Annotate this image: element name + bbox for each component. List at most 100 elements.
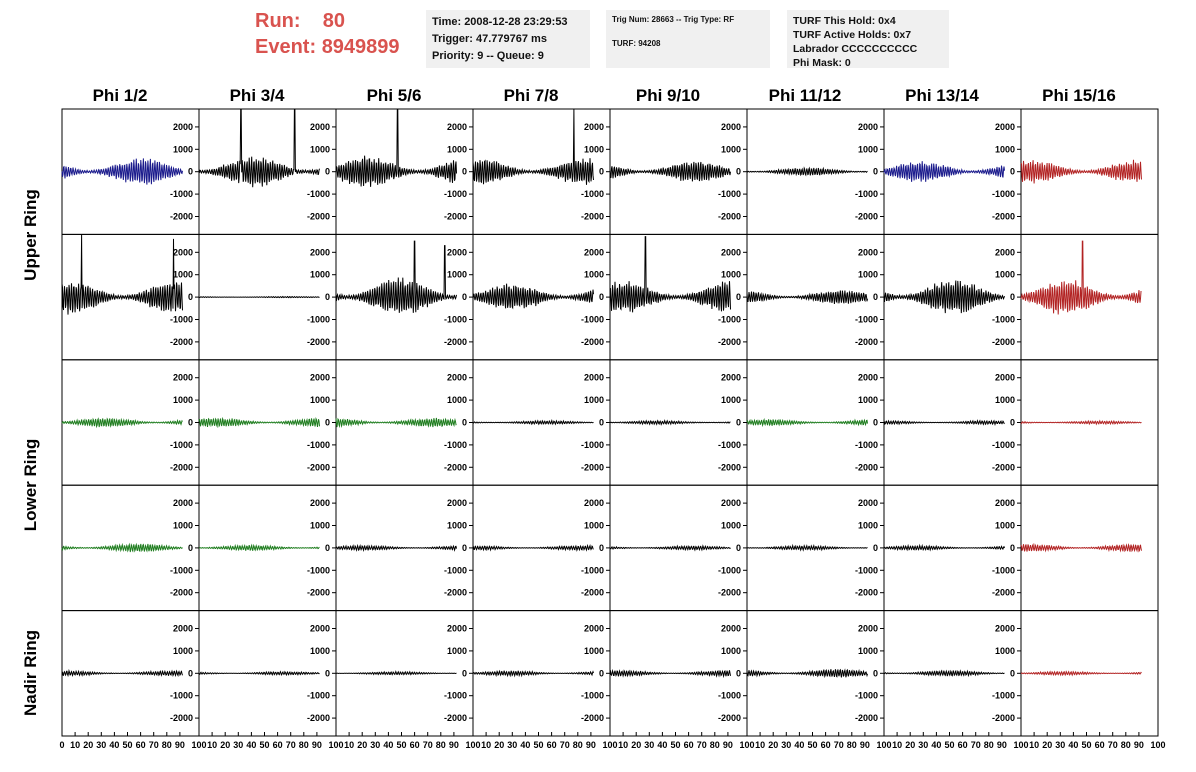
y-tick-label: 0 (188, 668, 193, 678)
x-tick-label: 60 (958, 740, 968, 750)
x-tick-label: 20 (494, 740, 504, 750)
y-tick-label: 0 (325, 668, 330, 678)
x-tick-label: 100 (876, 740, 891, 750)
x-tick-label: 60 (136, 740, 146, 750)
y-tick-label: 0 (873, 167, 878, 177)
x-tick-label: 30 (507, 740, 517, 750)
y-tick-label: -2000 (170, 713, 193, 723)
x-tick-label: 10 (1029, 740, 1039, 750)
phi-header-1: Phi 1/2 (92, 86, 148, 105)
y-tick-label: -2000 (444, 211, 467, 221)
y-tick-label: 0 (736, 418, 741, 428)
trig-num-text: Trig Num: 28663 -- Trig Type: RF (612, 15, 735, 24)
y-tick-label: 1000 (858, 144, 878, 154)
turf-info-box: TURF This Hold: 0x4 TURF Active Holds: 0… (787, 10, 949, 69)
y-tick-label: 1000 (721, 144, 741, 154)
x-tick-label: 20 (83, 740, 93, 750)
y-tick-label: -1000 (170, 189, 193, 199)
y-tick-label: 1000 (310, 270, 330, 280)
y-tick-label: 1000 (447, 521, 467, 531)
y-tick-label: 2000 (584, 122, 604, 132)
y-tick-label: 1000 (584, 646, 604, 656)
phi-header-3: Phi 5/6 (366, 86, 422, 105)
run-label: Run: (255, 10, 301, 32)
x-tick-label: 50 (1081, 740, 1091, 750)
x-tick-label: 100 (465, 740, 480, 750)
waveform-trace (1020, 419, 1142, 426)
y-tick-label: -1000 (718, 565, 741, 575)
waveform-trace (198, 670, 320, 677)
phi-header-5: Phi 9/10 (635, 86, 701, 105)
y-tick-label: -1000 (307, 314, 330, 324)
x-tick-label: 80 (573, 740, 583, 750)
y-tick-label: -1000 (718, 440, 741, 450)
waveform-trace (61, 542, 183, 553)
phi-header-2: Phi 3/4 (229, 86, 285, 105)
y-tick-label: 1000 (173, 395, 193, 405)
run-event-info: Run: 80 Event: 8949899 (255, 8, 400, 60)
y-tick-label: 2000 (995, 624, 1015, 634)
y-tick-label: -2000 (718, 713, 741, 723)
x-tick-label: 20 (905, 740, 915, 750)
y-tick-label: -2000 (170, 337, 193, 347)
waveform-trace (335, 240, 457, 313)
y-tick-label: 1000 (858, 270, 878, 280)
y-tick-label: 2000 (447, 498, 467, 508)
y-tick-label: -1000 (170, 314, 193, 324)
waveform-trace (746, 290, 868, 304)
y-tick-label: 0 (1010, 167, 1015, 177)
x-tick-label: 80 (984, 740, 994, 750)
x-tick-label: 20 (357, 740, 367, 750)
y-tick-label: 0 (736, 167, 741, 177)
y-tick-label: 2000 (858, 498, 878, 508)
y-tick-label: -1000 (170, 440, 193, 450)
x-tick-label: 10 (892, 740, 902, 750)
y-tick-label: -2000 (170, 588, 193, 598)
y-tick-label: 0 (1010, 668, 1015, 678)
y-tick-label: -1000 (718, 189, 741, 199)
y-tick-label: -2000 (992, 588, 1015, 598)
y-tick-label: -2000 (718, 462, 741, 472)
y-tick-label: 0 (462, 418, 467, 428)
x-tick-label: 80 (436, 740, 446, 750)
y-tick-label: 1000 (995, 646, 1015, 656)
y-tick-label: 0 (599, 418, 604, 428)
waveform-trace (472, 283, 594, 310)
y-tick-label: 0 (873, 292, 878, 302)
y-tick-label: 2000 (995, 122, 1015, 132)
y-tick-label: -2000 (307, 462, 330, 472)
waveform-trace (746, 668, 868, 679)
y-tick-label: -1000 (718, 314, 741, 324)
y-tick-label: -1000 (992, 440, 1015, 450)
priority-text: Priority: 9 -- Queue: 9 (432, 50, 544, 62)
y-tick-label: 0 (188, 543, 193, 553)
x-tick-label: 60 (410, 740, 420, 750)
y-tick-label: -1000 (581, 440, 604, 450)
y-tick-label: -1000 (718, 691, 741, 701)
y-tick-label: -2000 (855, 462, 878, 472)
x-tick-label: 50 (396, 740, 406, 750)
x-tick-label: 100 (328, 740, 343, 750)
y-tick-label: -1000 (581, 314, 604, 324)
y-tick-label: -2000 (444, 588, 467, 598)
y-tick-label: 0 (873, 668, 878, 678)
y-tick-label: 2000 (310, 373, 330, 383)
y-tick-label: 0 (736, 668, 741, 678)
y-tick-label: 0 (462, 292, 467, 302)
y-tick-label: -1000 (444, 565, 467, 575)
run-value: 80 (322, 10, 346, 32)
waveform-trace (883, 280, 1005, 314)
y-tick-label: 1000 (995, 270, 1015, 280)
y-tick-label: -2000 (992, 337, 1015, 347)
y-tick-label: 0 (873, 418, 878, 428)
waveform-trace (883, 419, 1005, 427)
waveform-trace (198, 108, 320, 188)
y-tick-label: 1000 (858, 646, 878, 656)
y-tick-label: -2000 (855, 211, 878, 221)
x-tick-label: 20 (631, 740, 641, 750)
y-tick-label: 0 (736, 292, 741, 302)
x-tick-label: 70 (149, 740, 159, 750)
x-tick-label: 100 (191, 740, 206, 750)
x-tick-label: 10 (207, 740, 217, 750)
trig-info-box: Trig Num: 28663 -- Trig Type: RF TURF: 9… (606, 10, 770, 68)
